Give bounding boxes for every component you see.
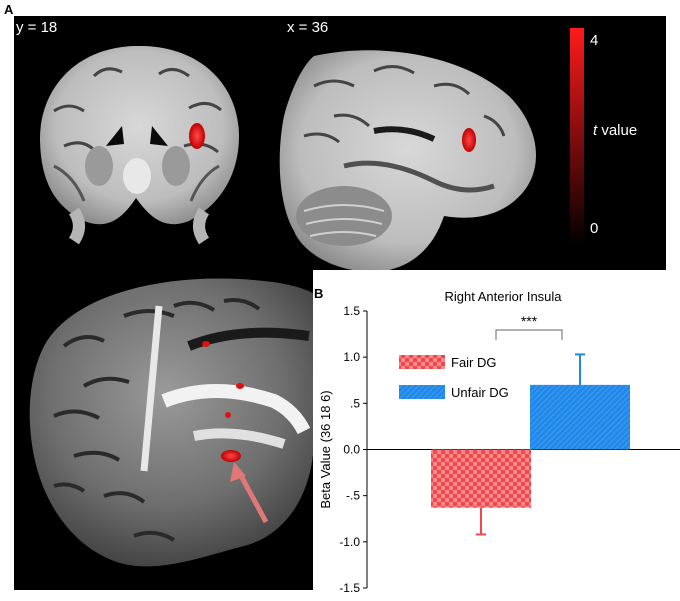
bar-fair-dg [431,449,531,508]
colorbar-title: t value [593,122,638,139]
y-tick-label: 1.0 [343,350,360,364]
chart-axes: 1.5 1.0 .5 0.0 -.5 -1.0 -1.5 [339,304,680,595]
surface-activation [221,450,241,462]
chart-bars: *** [431,313,630,536]
chart-title: Right Anterior Insula [444,289,562,304]
y-tick-label: -.5 [346,489,360,503]
coronal-slice [39,46,240,245]
bar-chart-panel: B Right Anterior Insula Beta Value (36 1… [313,270,680,596]
sagittal-activation [462,128,476,152]
coronal-activation [189,123,205,149]
bar-unfair-dg [530,384,630,450]
colorbar [570,28,584,246]
chart-legend: Fair DG Unfair DG [399,355,509,400]
y-tick-label: -1.0 [339,535,360,549]
colorbar-min-label: 0 [590,220,599,237]
significance-label: *** [521,313,538,329]
y-axis-label: Beta Value (36 18 6) [318,390,333,508]
panel-a-letter: A [4,2,14,17]
y-tick-label: -1.5 [339,581,360,595]
panel-b-letter: B [314,286,323,301]
sagittal-slice-label: x = 36 [287,19,329,36]
y-tick-label: 0.0 [343,443,360,457]
coronal-slice-label: y = 18 [16,19,58,36]
legend-label: Unfair DG [451,385,509,400]
y-tick-label: .5 [350,396,360,410]
significance-bracket [495,329,563,340]
bar-chart-svg: B Right Anterior Insula Beta Value (36 1… [314,286,680,595]
legend-swatch [399,355,445,369]
legend-label: Fair DG [451,355,497,370]
legend-swatch [399,385,445,399]
sagittal-slice [279,50,536,272]
y-tick-label: 1.5 [343,304,360,318]
arrow-icon [236,470,269,524]
colorbar-max-label: 4 [590,32,599,49]
surface-render [29,278,334,567]
